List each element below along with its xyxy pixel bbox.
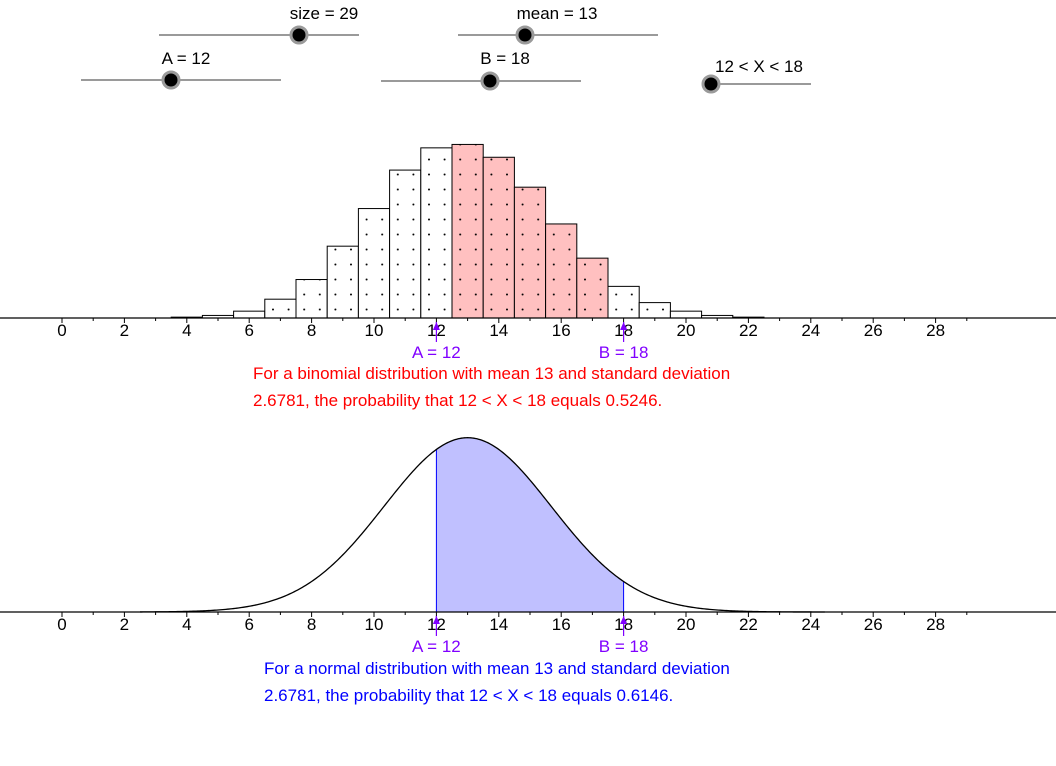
histogram-bar-dots xyxy=(233,311,265,318)
normal-caption-line2: 2.6781, the probability that 12 < X < 18… xyxy=(264,686,674,705)
histogram-bar-dots xyxy=(452,144,484,318)
size-slider-label: size = 29 xyxy=(289,4,359,23)
binomial-marker-arrow xyxy=(620,322,628,330)
normal-tick-label: 26 xyxy=(864,615,883,634)
normal-tick-label: 10 xyxy=(365,615,384,634)
histogram-bar-dots xyxy=(608,286,640,318)
histogram-bar-dots xyxy=(202,315,234,318)
normal-marker-label: B = 18 xyxy=(599,637,649,656)
histogram-bar-dots xyxy=(420,147,452,318)
histogram-bar-dots xyxy=(639,302,671,318)
normal-tick-label: 2 xyxy=(120,615,129,634)
normal-caption: For a normal distribution with mean 13 a… xyxy=(264,655,730,709)
b-slider-knob[interactable] xyxy=(480,71,500,91)
histogram-bar-dots xyxy=(483,157,515,318)
binomial-tick-label: 4 xyxy=(182,321,191,340)
size-slider-knob[interactable] xyxy=(289,25,309,45)
normal-caption-line1: For a normal distribution with mean 13 a… xyxy=(264,659,730,678)
histogram-bar-dots xyxy=(576,258,608,318)
binomial-tick-label: 20 xyxy=(677,321,696,340)
range-slider-label: 12 < X < 18 xyxy=(715,57,803,76)
normal-tick-label: 16 xyxy=(552,615,571,634)
normal-tick-label: 28 xyxy=(926,615,945,634)
histogram-bar-dots xyxy=(264,299,296,318)
normal-tick-label: 20 xyxy=(677,615,696,634)
histogram-bar-dots xyxy=(358,208,390,318)
mean-slider-track[interactable] xyxy=(458,34,658,36)
range-slider-track[interactable] xyxy=(711,83,811,85)
normal-marker-arrow xyxy=(432,616,440,624)
binomial-marker-arrow xyxy=(432,322,440,330)
binomial-tick-label: 26 xyxy=(864,321,883,340)
a-slider-track[interactable] xyxy=(81,79,281,81)
normal-marker-arrow xyxy=(620,616,628,624)
binomial-tick-label: 0 xyxy=(57,321,66,340)
normal-marker-label: A = 12 xyxy=(412,637,461,656)
mean-slider-knob[interactable] xyxy=(515,25,535,45)
histogram-bar-dots xyxy=(545,223,577,318)
histogram-bar-dots xyxy=(327,246,359,318)
binomial-tick-label: 16 xyxy=(552,321,571,340)
binomial-caption-line2: 2.6781, the probability that 12 < X < 18… xyxy=(253,391,663,410)
normal-tick-label: 8 xyxy=(307,615,316,634)
histogram-bar-dots xyxy=(670,311,702,318)
normal-tick-label: 22 xyxy=(739,615,758,634)
binomial-tick-label: 2 xyxy=(120,321,129,340)
normal-tick-label: 0 xyxy=(57,615,66,634)
binomial-tick-label: 10 xyxy=(365,321,384,340)
size-slider-track[interactable] xyxy=(159,34,359,36)
normal-tick-label: 6 xyxy=(244,615,253,634)
histogram-bar-dots xyxy=(514,187,546,318)
binomial-marker-label: A = 12 xyxy=(412,343,461,362)
mean-slider-label: mean = 13 xyxy=(516,4,598,23)
a-slider-knob[interactable] xyxy=(161,70,181,90)
binomial-tick-label: 8 xyxy=(307,321,316,340)
binomial-tick-label: 28 xyxy=(926,321,945,340)
a-slider-label: A = 12 xyxy=(161,49,211,68)
b-slider-label: B = 18 xyxy=(480,49,530,68)
binomial-tick-label: 24 xyxy=(801,321,820,340)
binomial-tick-label: 22 xyxy=(739,321,758,340)
binomial-caption: For a binomial distribution with mean 13… xyxy=(253,360,730,414)
normal-tick-label: 24 xyxy=(801,615,820,634)
binomial-tick-label: 14 xyxy=(489,321,508,340)
range-slider-knob[interactable] xyxy=(701,74,721,94)
normal-curve: 0 2 4 6 8 10 12 14 16 18 20 22 24 26 28A = 12 B = 18 xyxy=(0,437,1056,656)
binomial-histogram: 0 2 4 6 8 10 12 14 16 18 20 22 24 26 28A = 12 B = 18 xyxy=(0,143,1056,362)
normal-curve-line xyxy=(139,437,825,613)
histogram-bar-dots xyxy=(389,170,421,318)
binomial-marker-label: B = 18 xyxy=(599,343,649,362)
normal-tick-label: 4 xyxy=(182,615,191,634)
binomial-tick-label: 6 xyxy=(244,321,253,340)
histogram-bar-dots xyxy=(701,315,733,318)
normal-shaded-area xyxy=(436,437,624,612)
binomial-caption-line1: For a binomial distribution with mean 13… xyxy=(253,364,731,383)
histogram-bar-dots xyxy=(296,279,328,318)
normal-tick-label: 14 xyxy=(489,615,508,634)
